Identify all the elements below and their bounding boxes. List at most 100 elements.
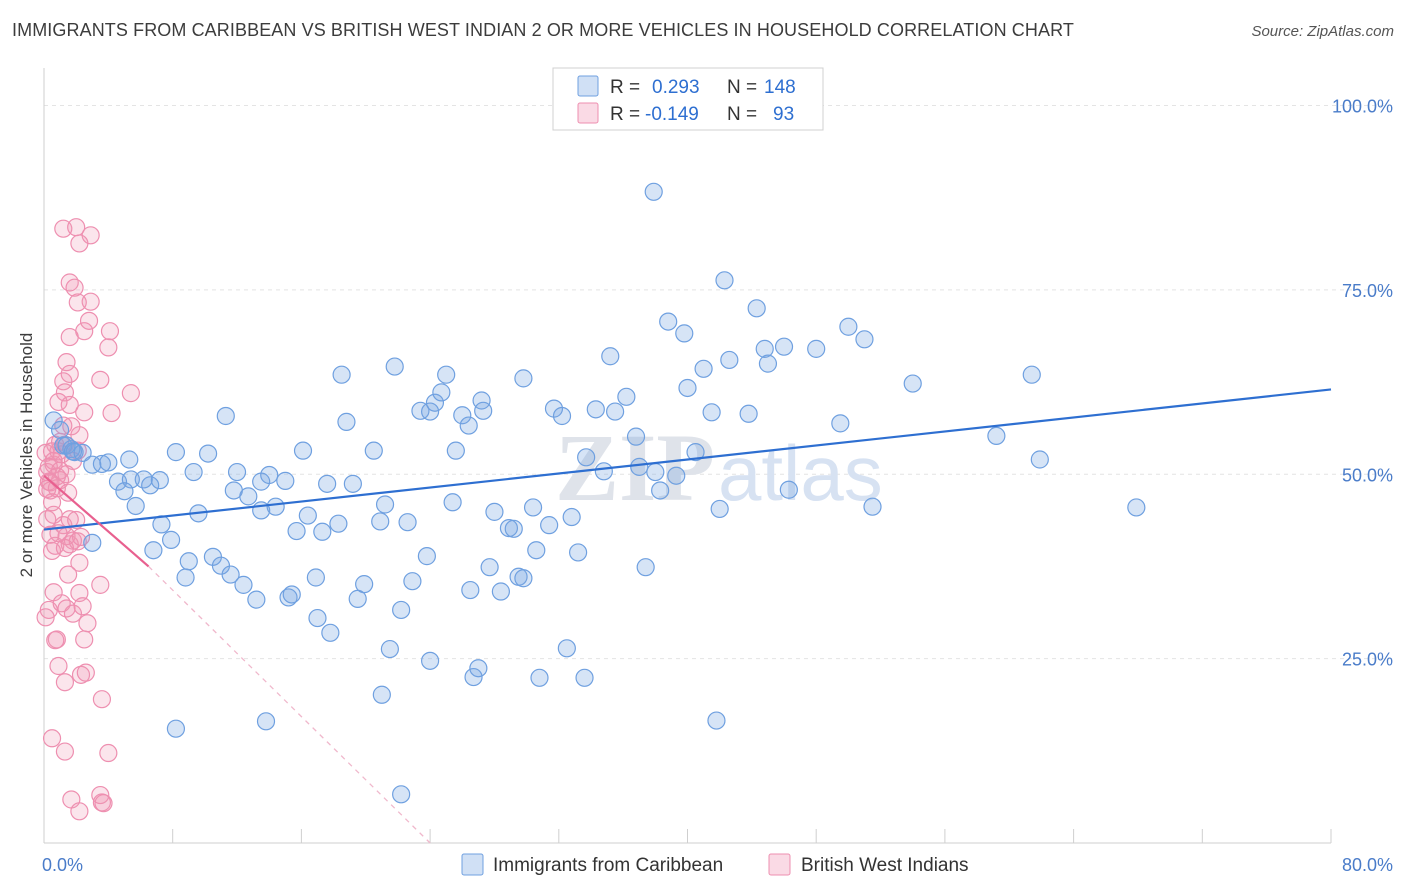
caribbean-point-57 [364, 441, 383, 460]
caribbean-point-59 [375, 495, 395, 514]
caribbean-point-70 [437, 365, 456, 384]
caribbean-point-93 [569, 543, 588, 562]
caribbean-point-45 [298, 506, 317, 525]
caribbean-point-133 [166, 719, 186, 738]
legend-n-value-blue: 148 [764, 77, 796, 98]
caribbean-point-47 [308, 608, 327, 628]
caribbean-point-113 [710, 499, 729, 519]
caribbean-point-96 [594, 462, 613, 481]
chart-title: IMMIGRANTS FROM CARIBBEAN VS BRITISH WES… [12, 20, 1074, 40]
caribbean-point-74 [459, 416, 478, 435]
bottom-legend-label-pink: British West Indians [801, 855, 969, 876]
caribbean-point-42 [282, 585, 301, 604]
caribbean-point-124 [839, 317, 858, 336]
caribbean-point-138 [469, 659, 488, 678]
caribbean-point-51 [329, 514, 348, 533]
y-axis-label: 2 or more Vehicles in Household [17, 333, 36, 578]
caribbean-point-32 [227, 462, 247, 482]
caribbean-point-104 [651, 481, 670, 500]
caribbean-point-24 [184, 462, 203, 482]
legend-r-label-blue: R = [610, 77, 640, 98]
british-west-indians-point-50 [79, 311, 99, 330]
british-west-indians-point-63 [75, 403, 94, 422]
caribbean-point-67 [421, 402, 440, 421]
british-west-indians-point-36 [99, 743, 118, 763]
british-west-indians-point-34 [55, 742, 75, 761]
caribbean-point-39 [266, 497, 285, 516]
british-west-indians-point-61 [60, 395, 79, 415]
caribbean-point-97 [601, 347, 620, 366]
caribbean-point-34 [239, 487, 258, 506]
british-west-indians-point-67 [70, 426, 89, 445]
caribbean-point-108 [678, 378, 697, 398]
british-west-indians-point-18 [67, 510, 86, 530]
caribbean-point-136 [392, 785, 411, 804]
legend-r-value-pink: -0.149 [645, 104, 699, 125]
caribbean-point-1 [50, 420, 70, 440]
caribbean-point-48 [313, 522, 332, 541]
caribbean-point-46 [306, 568, 325, 587]
trend-lines [43, 388, 1332, 844]
caribbean-point-118 [755, 339, 774, 358]
caribbean-point-95 [586, 400, 605, 419]
british-west-indians-point-82 [91, 575, 110, 594]
caribbean-point-71 [443, 493, 462, 512]
caribbean-point-117 [747, 299, 766, 318]
caribbean-point-44 [293, 441, 313, 460]
caribbean-point-11 [121, 470, 140, 489]
caribbean-point-54 [343, 474, 362, 493]
british-west-indians-point-54 [99, 338, 118, 357]
british-west-indians-point-52 [100, 322, 120, 341]
british-west-indians-point-28 [78, 614, 97, 633]
british-west-indians-point-32 [76, 663, 95, 682]
caribbean-point-101 [630, 457, 649, 476]
caribbean-point-87 [530, 668, 549, 687]
caribbean-point-143 [461, 580, 480, 600]
caribbean-point-43 [287, 521, 306, 541]
british-west-indians-point-86 [36, 608, 55, 627]
british-west-indians-point-84 [59, 565, 78, 584]
watermark-atlas: atlas [718, 429, 883, 517]
caribbean-point-52 [332, 365, 351, 384]
caribbean-point-134 [256, 712, 276, 731]
caribbean-point-85 [523, 498, 543, 517]
y-tick-label-1: 50.0% [1342, 465, 1393, 485]
caribbean-point-131 [1127, 498, 1146, 517]
british-west-indians-point-56 [60, 364, 79, 384]
caribbean-point-135 [372, 685, 391, 704]
series-immigrants-from-caribbean [44, 182, 1146, 804]
caribbean-point-58 [371, 512, 390, 531]
correlation-legend: R = 0.293 N = 148 R = -0.149 N = 93 [552, 67, 824, 131]
caribbean-point-106 [667, 466, 686, 485]
caribbean-point-15 [126, 496, 145, 516]
caribbean-point-111 [702, 403, 721, 422]
caribbean-point-110 [694, 359, 713, 378]
british-west-indians-point-19 [70, 553, 89, 572]
british-west-indians-point-33 [42, 729, 62, 748]
caribbean-point-61 [385, 357, 404, 376]
legend-r-label-pink: R = [610, 104, 640, 125]
caribbean-point-64 [403, 572, 422, 591]
british-west-indians-point-89 [59, 483, 78, 502]
y-tick-label-2: 75.0% [1342, 281, 1393, 301]
caribbean-point-63 [398, 513, 417, 532]
caribbean-point-8 [99, 453, 118, 472]
caribbean-point-142 [514, 369, 533, 388]
x-tick-label-min: 0.0% [42, 855, 83, 875]
bottom-legend-swatch-pink [768, 853, 791, 876]
x-tick-label-max: 80.0% [1342, 855, 1393, 875]
caribbean-point-82 [504, 519, 523, 538]
caribbean-point-33 [234, 575, 253, 594]
caribbean-point-126 [863, 497, 882, 516]
caribbean-point-116 [739, 404, 758, 423]
british-west-indians-point-41 [94, 794, 113, 813]
caribbean-point-23 [179, 552, 198, 571]
caribbean-point-81 [499, 518, 519, 538]
caribbean-point-112 [707, 711, 726, 730]
caribbean-point-78 [480, 558, 499, 577]
british-west-indians-point-62 [121, 384, 140, 403]
caribbean-point-41 [279, 588, 298, 607]
caribbean-point-107 [675, 324, 694, 343]
caribbean-point-137 [421, 651, 440, 670]
